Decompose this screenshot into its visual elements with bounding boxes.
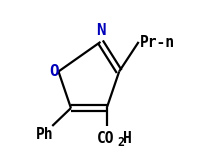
Text: Pr-n: Pr-n xyxy=(140,35,175,50)
Text: CO: CO xyxy=(97,131,114,146)
Text: N: N xyxy=(96,23,105,38)
Text: O: O xyxy=(49,64,59,78)
Text: H: H xyxy=(123,131,132,146)
Text: Ph: Ph xyxy=(36,127,53,142)
Text: 2: 2 xyxy=(118,136,125,149)
